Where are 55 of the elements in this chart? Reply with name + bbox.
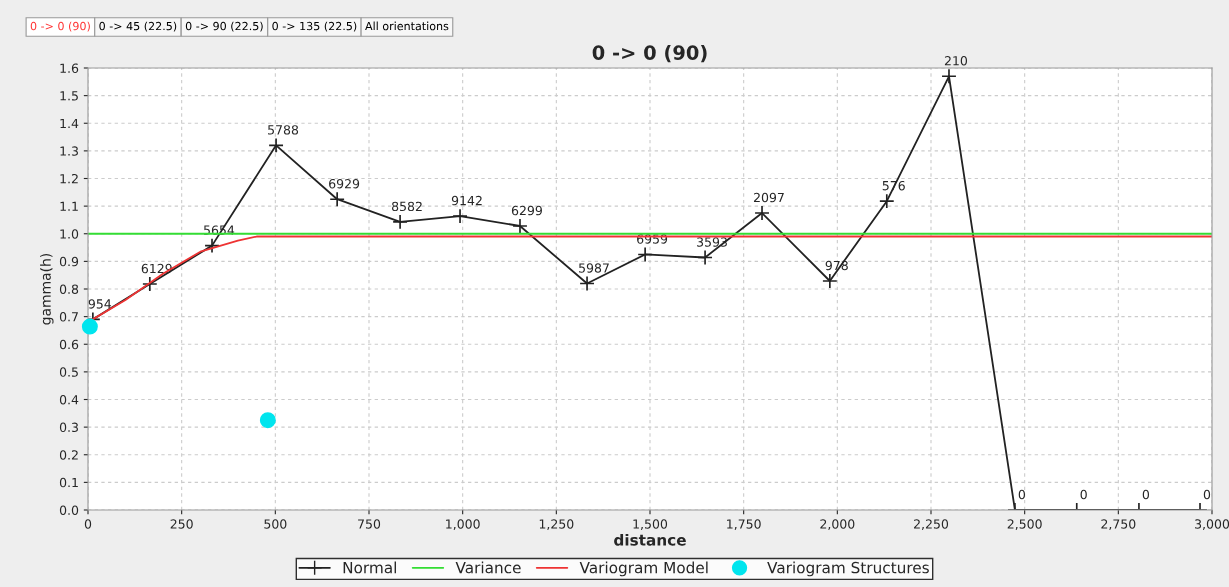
x-tick-label: 250 (170, 519, 193, 529)
y-axis-title: gamma(h) (40, 253, 54, 325)
y-tick-label: 0.0 (59, 505, 79, 515)
y-tick-label: 1.6 (60, 63, 79, 73)
y-tick-label: 1.1 (60, 201, 78, 211)
text: 0 -> 135 (22.5) (272, 21, 357, 32)
x-tick-label: 2,250 (914, 519, 949, 530)
y-tick-label: 1.5 (60, 91, 78, 101)
x-tick-label: 3,000 (1195, 519, 1229, 530)
x-tick-label: 2,000 (820, 519, 855, 530)
y-tick-label: 0.2 (59, 450, 78, 460)
legend-label: Variance (455, 561, 521, 574)
x-tick-label: 0 (84, 519, 92, 529)
y-tick-label: 1.3 (60, 146, 78, 156)
legend-label: Normal (343, 561, 396, 574)
text: 0 -> 45 (22.5) (99, 21, 177, 32)
y-tick-label: 0.1 (59, 477, 78, 488)
x-tick-label: 2,750 (1101, 519, 1136, 530)
y-tick-label: 0.8 (59, 284, 79, 294)
x-axis-title: distance (614, 533, 686, 546)
x-tick-label: 750 (358, 519, 381, 529)
x-tick-label: 1,000 (446, 519, 480, 530)
chart-title: 0 -> 0 (90) (592, 44, 707, 63)
annotation: 0 (1018, 489, 1026, 500)
annotation: 6929 (329, 179, 360, 189)
annotation: 0 (1080, 489, 1087, 500)
y-tick-label: 0.9 (59, 256, 79, 267)
x-tick-label: 500 (264, 519, 287, 529)
y-tick-label: 0.4 (59, 394, 79, 405)
y-tick-label: 1.4 (60, 118, 79, 128)
annotation: 6299 (511, 205, 542, 216)
x-tick-label: 1,500 (633, 519, 668, 530)
x-tick-label: 1,250 (539, 519, 574, 530)
x-tick-label: 1,750 (727, 519, 761, 530)
legend-label: Variogram Model (579, 561, 708, 577)
legend-label: Variogram Structures (767, 561, 929, 577)
y-tick-label: 0.7 (59, 312, 78, 322)
annotation: 5987 (579, 263, 609, 273)
annotation: 5788 (268, 125, 299, 135)
y-tick-label: 0.5 (59, 367, 78, 377)
annotation: 2097 (753, 192, 784, 203)
annotation: 0 (1142, 489, 1150, 500)
text: 0 -> 90 (22.5) (185, 21, 263, 32)
x-tick-label: 2,500 (1007, 519, 1042, 530)
y-tick-label: 0.3 (59, 422, 78, 433)
annotation: 210 (944, 56, 968, 66)
y-tick-label: 1.2 (60, 173, 78, 184)
annotation: 0 (1203, 489, 1211, 500)
text: 0 -> 0 (90) (30, 21, 90, 32)
annotation: 954 (88, 299, 112, 309)
annotation: 8582 (391, 201, 422, 212)
annotation: 9142 (451, 195, 482, 206)
y-tick-label: 0.6 (59, 339, 79, 350)
y-tick-label: 1.0 (60, 229, 79, 239)
text: All orientations (365, 21, 449, 31)
